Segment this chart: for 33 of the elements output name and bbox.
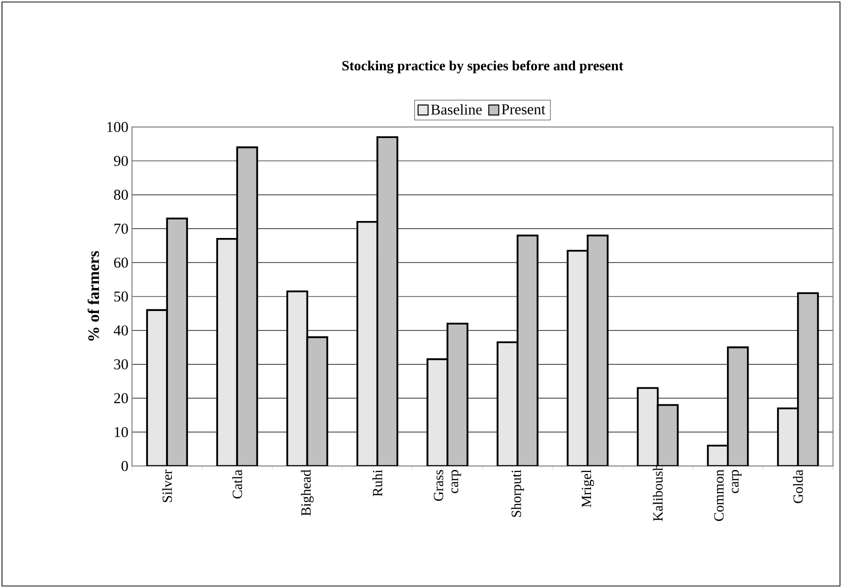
y-tick-label: 40: [114, 325, 128, 336]
y-tick-label: 100: [107, 122, 128, 132]
bar: [568, 250, 588, 466]
x-tick-label: Grass carp: [434, 470, 462, 501]
y-tick-label: 50: [114, 291, 128, 302]
y-tick-label: 80: [114, 190, 128, 200]
bar: [287, 291, 308, 466]
y-tick-label: 90: [114, 156, 128, 166]
legend-label: Present: [502, 104, 546, 114]
x-tick-label: Shorputi: [511, 470, 524, 517]
x-tick-label: Mrigel: [581, 470, 594, 508]
bar: [638, 388, 658, 466]
legend-label: Baseline: [431, 104, 482, 115]
chart-title: Stocking practice by species before and present: [342, 60, 624, 74]
bar: [237, 147, 258, 466]
y-tick-label: 60: [114, 258, 128, 268]
x-tick-label: Silver: [162, 470, 172, 502]
bar: [217, 238, 238, 466]
bar: [307, 337, 328, 466]
x-tick-label: Catla: [232, 470, 242, 498]
x-tick-label: Bighead: [300, 470, 314, 516]
y-tick-label: 20: [114, 393, 128, 404]
x-tick-label: Kaliboush: [652, 464, 663, 522]
x-tick-label: Ruhi: [372, 470, 382, 496]
y-tick-label: 10: [114, 427, 128, 438]
bar: [588, 235, 608, 466]
x-tick-label: Common carp: [714, 470, 742, 521]
y-tick-label: 0: [122, 460, 128, 472]
bar: [377, 137, 398, 466]
x-tick-label: Golda: [793, 470, 803, 504]
y-axis-title: % of farmers: [88, 251, 100, 341]
y-tick-label: 30: [114, 359, 128, 370]
y-tick-label: 70: [114, 224, 128, 234]
